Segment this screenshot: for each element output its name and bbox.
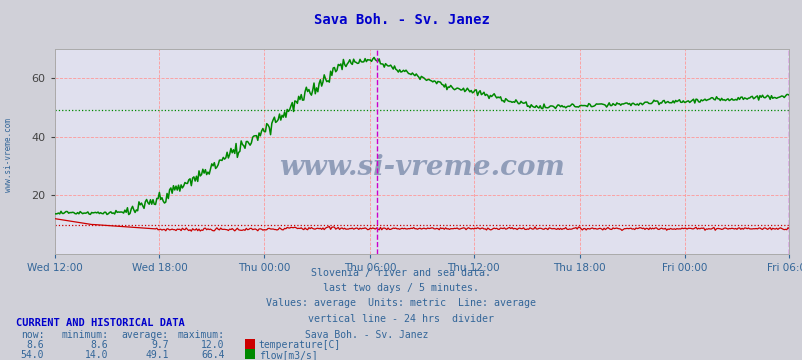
Text: 14.0: 14.0 (85, 350, 108, 360)
Text: minimum:: minimum: (61, 330, 108, 341)
Text: 66.4: 66.4 (201, 350, 225, 360)
Text: www.si-vreme.com: www.si-vreme.com (3, 118, 13, 192)
Text: flow[m3/s]: flow[m3/s] (258, 350, 317, 360)
Text: average:: average: (121, 330, 168, 341)
Text: Sava Boh. - Sv. Janez: Sava Boh. - Sv. Janez (305, 330, 428, 341)
Text: www.si-vreme.com: www.si-vreme.com (278, 154, 565, 181)
Text: now:: now: (21, 330, 44, 341)
Text: 49.1: 49.1 (145, 350, 168, 360)
Text: Values: average  Units: metric  Line: average: Values: average Units: metric Line: aver… (266, 298, 536, 309)
Text: vertical line - 24 hrs  divider: vertical line - 24 hrs divider (308, 314, 494, 324)
Text: maximum:: maximum: (177, 330, 225, 341)
Text: last two days / 5 minutes.: last two days / 5 minutes. (323, 283, 479, 293)
Text: Sava Boh. - Sv. Janez: Sava Boh. - Sv. Janez (313, 13, 489, 27)
Text: 12.0: 12.0 (201, 341, 225, 351)
Text: 8.6: 8.6 (91, 341, 108, 351)
Text: CURRENT AND HISTORICAL DATA: CURRENT AND HISTORICAL DATA (16, 318, 184, 328)
Text: Slovenia / river and sea data.: Slovenia / river and sea data. (311, 268, 491, 278)
Text: 8.6: 8.6 (26, 341, 44, 351)
Text: temperature[C]: temperature[C] (258, 341, 340, 351)
Text: 9.7: 9.7 (151, 341, 168, 351)
Text: 54.0: 54.0 (21, 350, 44, 360)
